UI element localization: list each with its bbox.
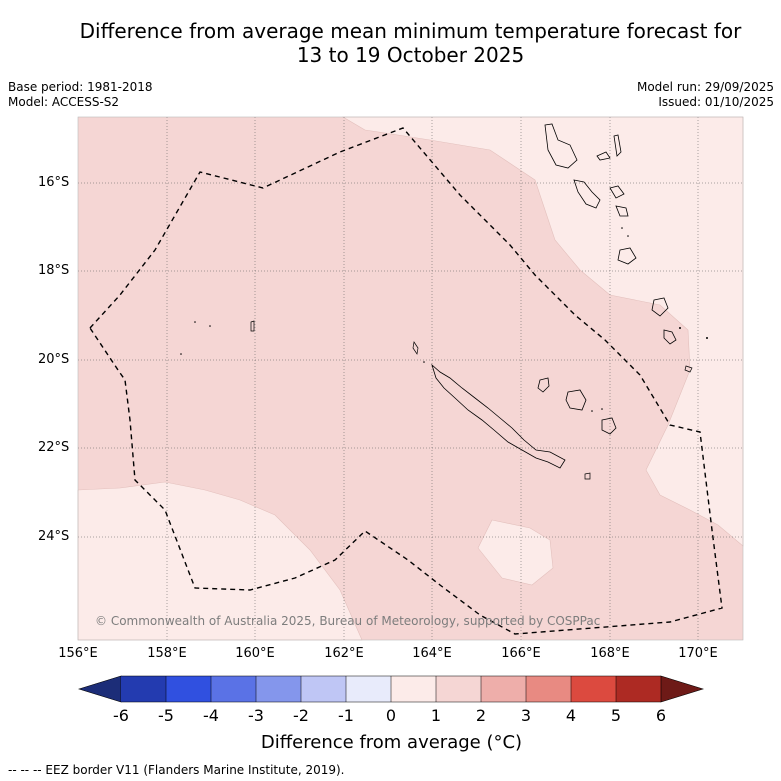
mare-island	[601, 417, 617, 435]
colorbar-cell	[211, 676, 256, 702]
islet-dot	[706, 337, 708, 339]
colorbar-label: 1	[430, 706, 442, 725]
colorbar-cell	[481, 676, 526, 702]
meta-right: Model run: 29/09/2025 Issued: 01/10/2025	[637, 80, 774, 110]
chesterfield-islet	[250, 320, 255, 332]
colorbar-label: -4	[203, 706, 219, 725]
islet-dot	[621, 227, 623, 229]
colorbar-cell	[436, 676, 481, 702]
colorbar-cell	[346, 676, 391, 702]
colorbar-label: -1	[338, 706, 354, 725]
colorbar-label: 6	[655, 706, 667, 725]
colorbar-low-extend	[77, 675, 122, 703]
colorbar-label: 3	[520, 706, 532, 725]
copyright-notice: © Commonwealth of Australia 2025, Bureau…	[95, 614, 601, 628]
islet-dot	[627, 235, 629, 237]
ouvea-island	[537, 377, 550, 393]
title-line-2: 13 to 19 October 2025	[296, 43, 525, 67]
lat-label: 18°S	[38, 263, 70, 278]
colorbar-cell	[256, 676, 301, 702]
anomaly-area-0-1-south	[477, 519, 554, 586]
colorbar-dividers	[165, 676, 617, 702]
meta-left: Base period: 1981-2018 Model: ACCESS-S2	[8, 80, 153, 110]
colorbar-title: Difference from average (°C)	[260, 732, 523, 753]
epi-island	[615, 205, 629, 217]
islet-dot	[679, 327, 681, 329]
efate-island	[617, 247, 637, 265]
walpole-island	[584, 472, 591, 480]
lat-label: 24°S	[38, 529, 70, 544]
lon-label: 162°E	[324, 646, 364, 661]
title-line-1: Difference from average mean minimum tem…	[79, 19, 742, 43]
colorbar-label: -2	[293, 706, 309, 725]
chart-title: Difference from average mean minimum tem…	[0, 19, 781, 67]
lat-label: 20°S	[38, 352, 70, 367]
aneityum-island	[684, 365, 693, 373]
islet-dot	[194, 321, 196, 323]
eez-footnote: -- -- -- EEZ border V11 (Flanders Marine…	[8, 763, 345, 777]
ambrym-island	[609, 185, 625, 199]
erromango-island	[651, 297, 669, 317]
colorbar-label: -6	[113, 706, 129, 725]
colorbar-label: -5	[158, 706, 174, 725]
colorbar-cell	[301, 676, 346, 702]
colorbar-label: 4	[565, 706, 577, 725]
espiritu-santo-island	[544, 123, 578, 169]
colorbar-label: 0	[385, 706, 397, 725]
islet-dot	[591, 410, 593, 412]
eez-border	[89, 127, 723, 635]
lat-label: 16°S	[38, 175, 70, 190]
issued-date: Issued: 01/10/2025	[658, 95, 774, 109]
lon-label: 170°E	[678, 646, 718, 661]
lifou-island	[565, 389, 587, 411]
colorbar-cell	[616, 676, 661, 702]
islet-dot	[180, 353, 182, 355]
belep-islands	[412, 341, 419, 355]
colorbar-cell	[571, 676, 616, 702]
lon-label: 160°E	[235, 646, 275, 661]
colorbar	[77, 675, 705, 703]
lon-label: 166°E	[501, 646, 541, 661]
ambae-island	[596, 151, 611, 161]
islet-dot	[601, 408, 603, 410]
islet-dot	[209, 325, 211, 327]
colorbar-label: -3	[248, 706, 264, 725]
colorbar-cell	[121, 676, 166, 702]
lon-label: 156°E	[58, 646, 98, 661]
model-run: Model run: 29/09/2025	[636, 80, 774, 94]
islet-dot	[423, 361, 425, 363]
maewo-island	[613, 134, 622, 157]
map-frame-border	[77, 116, 744, 641]
colorbar-cell	[166, 676, 211, 702]
colorbar-label: 5	[610, 706, 622, 725]
lat-label: 22°S	[38, 440, 70, 455]
lon-label: 158°E	[147, 646, 187, 661]
malekula-island	[573, 179, 601, 209]
gridlines	[78, 117, 743, 640]
colorbar-cell	[391, 676, 436, 702]
colorbar-cell	[526, 676, 571, 702]
model-name: Model: ACCESS-S2	[8, 95, 120, 109]
lon-label: 164°E	[412, 646, 452, 661]
colorbar-high-extend	[660, 675, 705, 703]
anomaly-area-0-1-northeast	[341, 116, 744, 547]
base-period: Base period: 1981-2018	[8, 80, 153, 94]
colorbar-label: 2	[475, 706, 487, 725]
tanna-island	[663, 329, 677, 345]
new-caledonia-island	[431, 363, 566, 469]
lon-label: 168°E	[590, 646, 630, 661]
